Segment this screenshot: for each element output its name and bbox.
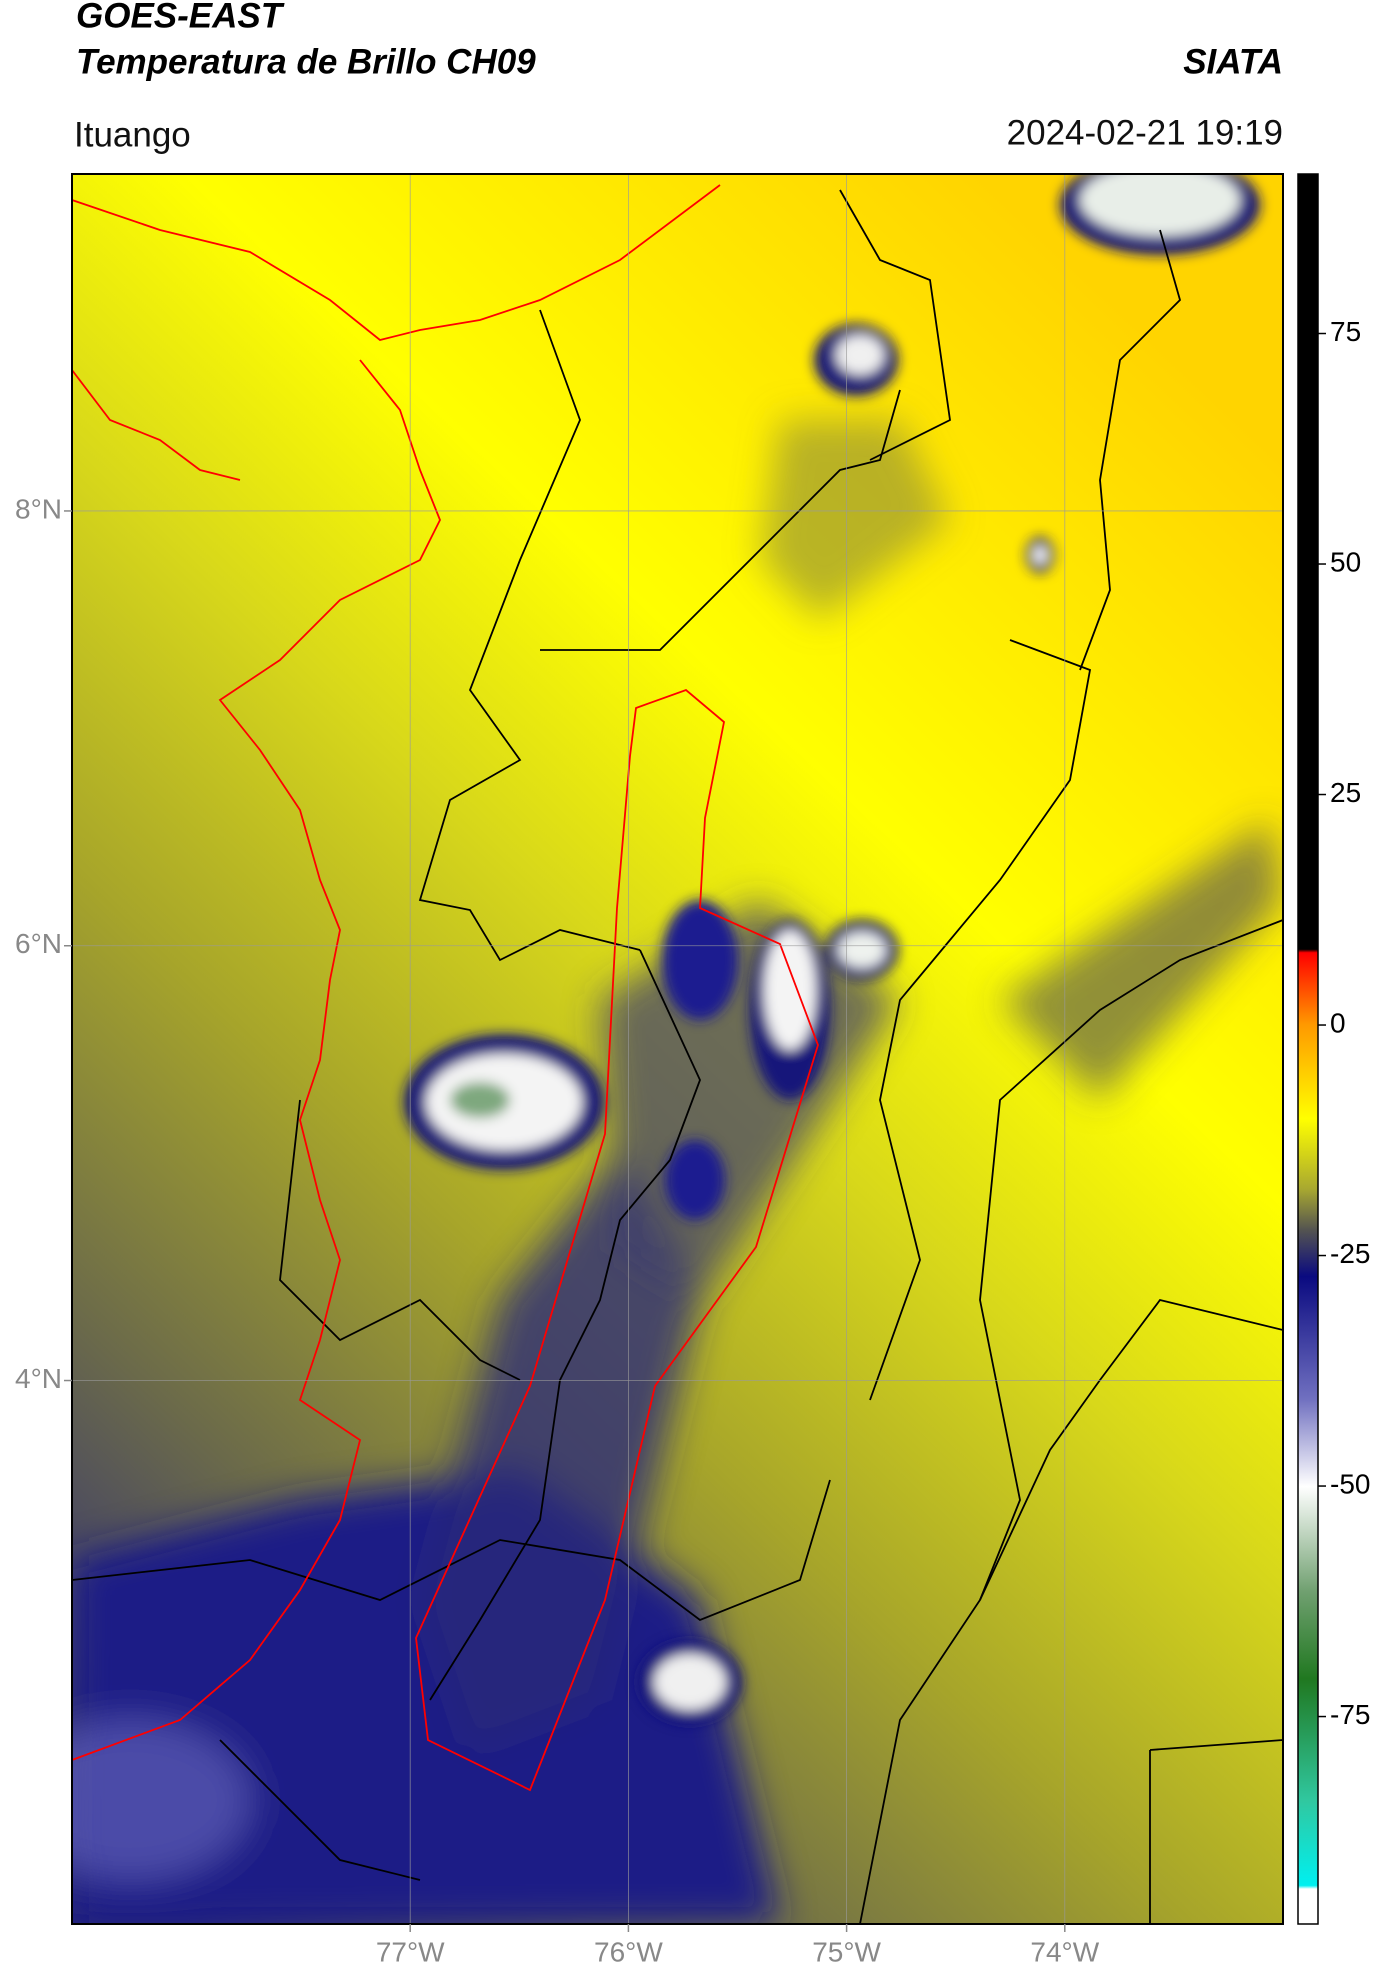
map-area	[72, 174, 1283, 1924]
source: SIATA	[1183, 42, 1283, 81]
admin-borders	[72, 189, 1283, 1924]
x-tick-label: 77°W	[376, 1936, 445, 1967]
grid	[72, 174, 1283, 1924]
colorbar-tick-label: 50	[1330, 546, 1361, 577]
x-tick-label: 76°W	[594, 1936, 663, 1967]
map-frame	[71, 173, 1284, 1925]
colorbar-tick-label: -75	[1330, 1699, 1370, 1730]
location: Ituango	[74, 115, 191, 154]
colorbar	[1297, 173, 1319, 1925]
colorbar-tick-label: 75	[1330, 316, 1361, 347]
datetime: 2024-02-21 19:19	[1007, 113, 1283, 152]
colorbar-tick-label: -50	[1330, 1468, 1370, 1499]
title: GOES-EAST	[76, 0, 285, 35]
x-tick-label: 74°W	[1030, 1936, 1099, 1967]
x-tick-label: 75°W	[812, 1936, 881, 1967]
colorbar-tick-label: 25	[1330, 777, 1361, 808]
y-tick-label: 8°N	[15, 493, 62, 524]
colorbar-tick-label: 0	[1330, 1007, 1346, 1038]
coastline	[72, 184, 819, 1792]
subtitle: Temperatura de Brillo CH09	[76, 42, 536, 81]
y-tick-label: 4°N	[15, 1363, 62, 1394]
y-tick-label: 6°N	[15, 928, 62, 959]
convective-cells	[404, 174, 1260, 1724]
colorbar-tick-label: -25	[1330, 1238, 1370, 1269]
